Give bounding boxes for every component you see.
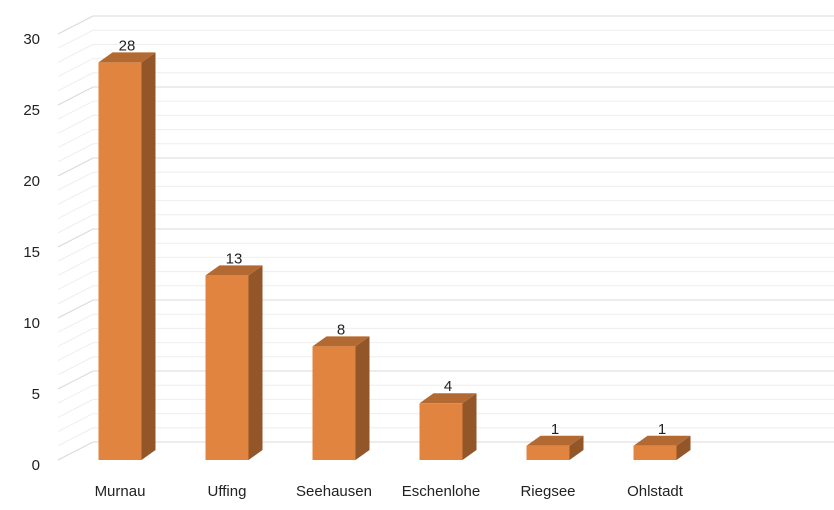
bar [526,435,584,460]
bar-front [98,62,142,461]
minor-grid-line [57,129,834,149]
grid-line [57,370,834,390]
bar [205,265,263,460]
bar-front [419,403,463,460]
minor-grid-line [57,29,834,49]
bar-top [633,435,691,446]
grid-line [57,157,834,177]
bar-side [676,435,691,460]
bar-front [526,445,570,460]
minor-grid-line [57,398,834,418]
bar-front [312,346,356,460]
value-label: 8 [337,321,345,338]
minor-grid-line [57,384,834,404]
y-tick-label: 25 [23,102,40,119]
minor-grid-line [57,427,834,447]
minor-grid-line [57,200,834,220]
y-tick-label: 15 [23,244,40,261]
bar-side [141,52,156,461]
grid-line [57,15,834,35]
bar [98,52,156,461]
bar [312,336,370,460]
minor-grid-line [57,285,834,305]
minor-grid-line [57,313,834,333]
bar-side [248,265,263,460]
bar-front [633,445,677,460]
minor-grid-line [57,214,834,234]
bar-side [355,336,370,460]
minor-grid-line [57,43,834,63]
grid-line [57,299,834,319]
bar-front [205,275,249,460]
minor-grid-line [57,185,834,205]
minor-grid-line [57,100,834,120]
minor-grid-line [57,342,834,362]
y-tick-label: 10 [23,315,40,332]
minor-grid-line [57,72,834,92]
grid-line [57,228,834,248]
bar [419,393,477,460]
bar-top [98,52,156,63]
y-tick-label: 0 [32,457,40,474]
value-label: 4 [444,378,452,395]
bar-side [569,435,584,460]
x-tick-label: Eschenlohe [402,483,480,500]
minor-grid-line [57,171,834,191]
y-tick-label: 5 [32,386,40,403]
bar-top [526,435,584,446]
value-label: 1 [658,421,666,438]
grid-line [57,441,834,461]
x-tick-label: Murnau [95,483,146,500]
x-tick-label: Riegsee [520,483,575,500]
x-tick-label: Ohlstadt [627,483,684,500]
minor-grid-line [57,58,834,78]
minor-grid-line [57,114,834,134]
bar-top [205,265,263,276]
x-tick-label: Uffing [208,483,247,500]
value-label: 1 [551,421,559,438]
minor-grid-line [57,327,834,347]
value-label: 28 [119,37,136,54]
bar [633,435,691,460]
minor-grid-line [57,413,834,433]
y-tick-label: 20 [23,173,40,190]
minor-grid-line [57,271,834,291]
bar-top [312,336,370,347]
x-tick-label: Seehausen [296,483,372,500]
minor-grid-line [57,356,834,376]
minor-grid-line [57,143,834,163]
grid-line [57,86,834,106]
minor-grid-line [57,256,834,276]
bar-top [419,393,477,404]
y-tick-label: 30 [23,31,40,48]
value-label: 13 [226,250,243,267]
bar-side [462,393,477,460]
minor-grid-line [57,242,834,262]
